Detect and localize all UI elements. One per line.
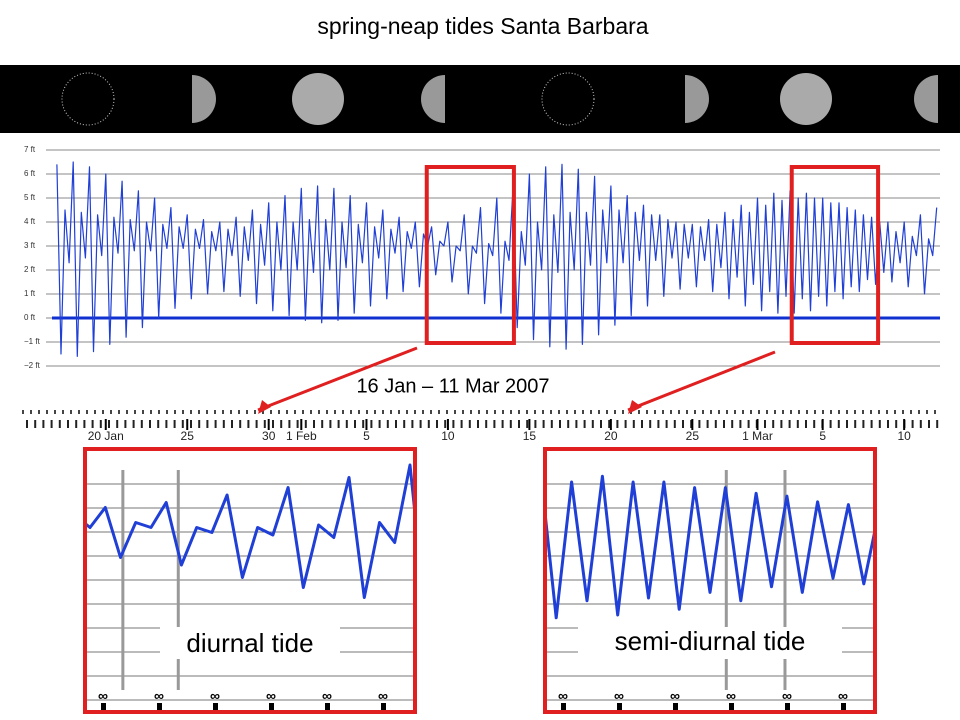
- inset-clock: ∞: [98, 688, 108, 704]
- inset-clock: ∞: [670, 688, 680, 704]
- inset-frame: [543, 447, 877, 714]
- arrow: [627, 350, 776, 412]
- highlight-box: [789, 165, 881, 345]
- x-tick-label: 1 Feb: [286, 429, 317, 443]
- x-tick-label: 25: [686, 429, 700, 443]
- arrow-head: [628, 400, 642, 414]
- moon-strip: [0, 65, 960, 133]
- label-bg: [578, 627, 842, 659]
- label-bg: [160, 627, 340, 659]
- new-moon: [541, 72, 595, 126]
- inset-clock: ∞: [322, 688, 332, 704]
- arrow-head: [258, 400, 271, 414]
- x-tick-label: 10: [441, 429, 455, 443]
- inset-tick: [617, 703, 622, 710]
- inset-clock: ∞: [614, 688, 624, 704]
- inset-tide-line: [547, 474, 873, 620]
- inset-clock: ∞: [894, 688, 904, 704]
- inset-clock: ∞: [266, 688, 276, 704]
- y-tick-label: −2 ft: [24, 361, 41, 370]
- inset-tick: [561, 703, 566, 710]
- inset-clock: ∞: [378, 688, 388, 704]
- inset-clock: ∞: [558, 688, 568, 704]
- y-tick-label: 7 ft: [24, 145, 36, 154]
- x-tick-label: 25: [181, 429, 195, 443]
- moon-shadow: [661, 75, 685, 123]
- x-tick-label: 20: [604, 429, 618, 443]
- inset-tide-line: [87, 463, 413, 599]
- tide-line: [56, 161, 938, 357]
- inset-tick: [101, 703, 106, 710]
- x-tick-label: 20 Jan: [88, 429, 124, 443]
- inset-tick: [437, 703, 442, 710]
- inset: ∞ ∞ ∞ ∞ ∞ ∞ ∞: [547, 470, 904, 710]
- x-tick-label: 5: [363, 429, 370, 443]
- x-tick-label: 30: [262, 429, 276, 443]
- new-moon: [61, 72, 115, 126]
- inset-tick: [785, 703, 790, 710]
- inset-tick: [213, 703, 218, 710]
- y-tick-label: 6 ft: [24, 169, 36, 178]
- inset-clock: ∞: [210, 688, 220, 704]
- y-tick-label: 4 ft: [24, 217, 36, 226]
- date-range: 16 Jan – 11 Mar 2007: [356, 375, 549, 397]
- moon-shadow: [938, 75, 960, 123]
- moon-shadow: [168, 75, 192, 123]
- inset-tick: [269, 703, 274, 710]
- y-tick-label: 2 ft: [24, 265, 36, 274]
- y-tick-label: 5 ft: [24, 193, 36, 202]
- x-tick-label: 10: [897, 429, 911, 443]
- full-moon: [292, 73, 344, 125]
- inset-clock: ∞: [838, 688, 848, 704]
- highlight-box: [424, 165, 516, 345]
- inset-label: semi-diurnal tide: [615, 626, 806, 656]
- inset-clock: ∞: [782, 688, 792, 704]
- arrow: [257, 346, 418, 412]
- inset-tick: [381, 703, 386, 710]
- inset-tick: [841, 703, 846, 710]
- inset-clock: ∞: [434, 688, 444, 704]
- y-tick-label: 3 ft: [24, 241, 36, 250]
- x-tick-label: 15: [523, 429, 537, 443]
- inset-clock: ∞: [154, 688, 164, 704]
- y-tick-label: 1 ft: [24, 289, 36, 298]
- inset-frame: [83, 447, 417, 714]
- y-tick-label: 0 ft: [24, 313, 36, 322]
- x-tick-label: 5: [819, 429, 826, 443]
- full-moon: [780, 73, 832, 125]
- inset-clock: ∞: [726, 688, 736, 704]
- inset-tick: [157, 703, 162, 710]
- y-tick-label: −1 ft: [24, 337, 41, 346]
- inset-tick: [729, 703, 734, 710]
- inset-tick: [325, 703, 330, 710]
- inset-tick: [673, 703, 678, 710]
- x-tick-label: 1 Mar: [742, 429, 773, 443]
- moon-shadow: [445, 75, 469, 123]
- inset-label: diurnal tide: [186, 628, 313, 658]
- inset: ∞ ∞ ∞ ∞ ∞ ∞ ∞: [87, 463, 444, 710]
- inset-tick: [897, 703, 902, 710]
- slide-title: spring-neap tides Santa Barbara: [317, 13, 648, 39]
